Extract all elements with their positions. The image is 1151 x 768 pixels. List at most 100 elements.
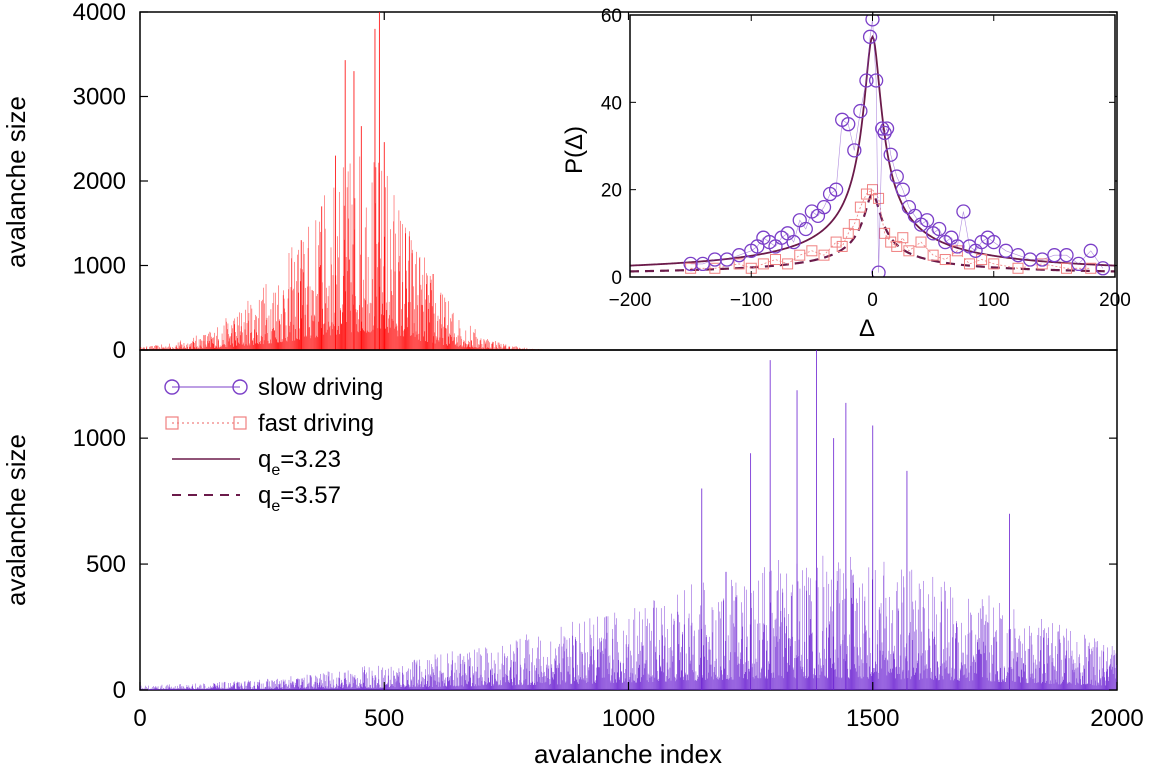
fast-driving-point <box>939 254 951 266</box>
legend-label-slow-driving: slow driving <box>258 374 383 401</box>
fast-driving-point <box>1012 262 1024 274</box>
slow-driving-point <box>889 169 904 184</box>
fast-driving-point <box>915 236 927 248</box>
fast-driving-point <box>770 254 781 266</box>
fast-driving-point <box>842 227 854 239</box>
slow-driving-point <box>859 73 874 88</box>
x-tick-label: 1500 <box>846 705 899 732</box>
inset-ticks: −200 −100 0 100 200 0 20 40 60 <box>601 6 1131 311</box>
slow-driving-point <box>919 213 935 228</box>
slow-driving-point <box>1047 248 1062 263</box>
inset-y-axis-label: P(Δ) <box>561 126 588 174</box>
legend-circle-marker <box>164 379 180 395</box>
slow-driving-point <box>879 121 895 136</box>
inset-x-tick-label: −100 <box>730 290 773 311</box>
legend-label-fast-driving: fast driving <box>258 410 374 437</box>
y-tick-label: 2000 <box>73 168 126 195</box>
fast-driving-point <box>848 219 860 231</box>
fast-driving-point <box>897 232 909 244</box>
fast-driving-point <box>806 245 818 257</box>
legend-square-marker <box>233 416 247 430</box>
inset-x-axis-label: Δ <box>859 315 875 342</box>
y-tick-label: 0 <box>113 337 126 364</box>
slow-driving-point <box>862 29 878 44</box>
slow-driving-point <box>816 199 832 215</box>
legend-item-qe-323: qe=3.23 <box>172 446 341 479</box>
y-tick-label: 0 <box>113 677 126 704</box>
inset-y-tick-label: 0 <box>611 268 622 289</box>
legend-label-qe-323: qe=3.23 <box>258 446 341 479</box>
fast-driving-line <box>690 189 1091 269</box>
slow-driving-point <box>786 234 801 250</box>
fast-driving-point <box>733 258 745 270</box>
slow-driving-point <box>932 221 947 237</box>
inset-x-tick-label: 100 <box>978 290 1010 311</box>
inset-panel: −200 −100 0 100 200 0 20 40 60 P(Δ) Δ <box>561 6 1131 342</box>
x-tick-label: 500 <box>364 705 404 732</box>
fit-curve <box>630 34 1115 267</box>
bar-cluster <box>139 156 555 350</box>
bottom-y-axis-label: avalanche size <box>1 434 31 606</box>
fast-driving-point <box>988 258 1000 270</box>
legend: slow driving fast driving qe=3.23 qe=3.5… <box>164 374 383 515</box>
slow-driving-point <box>895 182 910 197</box>
slow-driving-point <box>847 143 862 158</box>
legend-item-fast-driving: fast driving <box>165 410 374 437</box>
legend-circle-marker <box>232 379 248 395</box>
y-tick-label: 1000 <box>73 425 126 452</box>
top-y-axis-label: avalanche size <box>1 96 31 268</box>
inset-slow-driving-markers <box>683 15 1111 277</box>
inset-x-tick-label: 0 <box>867 290 878 311</box>
legend-label-qe-357: qe=3.57 <box>258 482 341 515</box>
legend-item-slow-driving: slow driving <box>164 374 383 401</box>
inset-x-tick-label: 200 <box>1099 290 1131 311</box>
fast-driving-point <box>927 249 939 261</box>
fast-driving-point <box>903 245 915 257</box>
inset-y-tick-label: 40 <box>601 93 622 114</box>
fast-driving-point <box>854 201 866 213</box>
slow-driving-point <box>1071 256 1086 272</box>
x-tick-label: 0 <box>133 705 146 732</box>
bottom-bars <box>139 350 1118 690</box>
legend-square-marker <box>165 416 179 430</box>
inset-fast-driving-markers <box>685 184 1097 274</box>
legend-item-qe-357: qe=3.57 <box>172 482 341 515</box>
slow-driving-point <box>883 147 898 162</box>
x-tick-label: 2000 <box>1090 705 1143 732</box>
slow-driving-point <box>1059 248 1074 263</box>
slow-driving-point <box>1022 252 1038 267</box>
slow-driving-point <box>707 252 723 267</box>
slow-driving-point <box>683 256 698 272</box>
slow-driving-point <box>986 234 1001 250</box>
y-tick-label: 500 <box>86 551 126 578</box>
fit-curve <box>630 192 1115 273</box>
inset-background <box>630 15 1115 277</box>
inset-x-tick-label: −200 <box>609 290 652 311</box>
slow-driving-point <box>841 117 856 132</box>
fast-driving-point <box>757 258 769 270</box>
slow-driving-point <box>956 204 971 219</box>
slow-driving-point <box>950 239 965 254</box>
fast-driving-point <box>782 258 794 270</box>
y-tick-label: 4000 <box>73 0 126 26</box>
slow-driving-point <box>828 182 844 197</box>
fast-driving-point <box>860 188 872 200</box>
slow-driving-point <box>865 15 880 27</box>
fast-driving-point <box>709 262 721 274</box>
slow-driving-point <box>798 221 813 237</box>
inset-fit-curves <box>630 34 1115 273</box>
bar-cluster <box>139 555 1118 690</box>
fast-driving-point <box>830 236 842 248</box>
x-tick-label: 1000 <box>602 705 655 732</box>
slow-driving-point <box>853 103 868 119</box>
fast-driving-point <box>885 236 897 248</box>
fast-driving-point <box>891 240 903 252</box>
fast-driving-point <box>794 249 806 261</box>
slow-driving-point <box>1083 243 1098 258</box>
fast-driving-point <box>818 249 830 261</box>
fast-driving-point <box>836 240 848 252</box>
